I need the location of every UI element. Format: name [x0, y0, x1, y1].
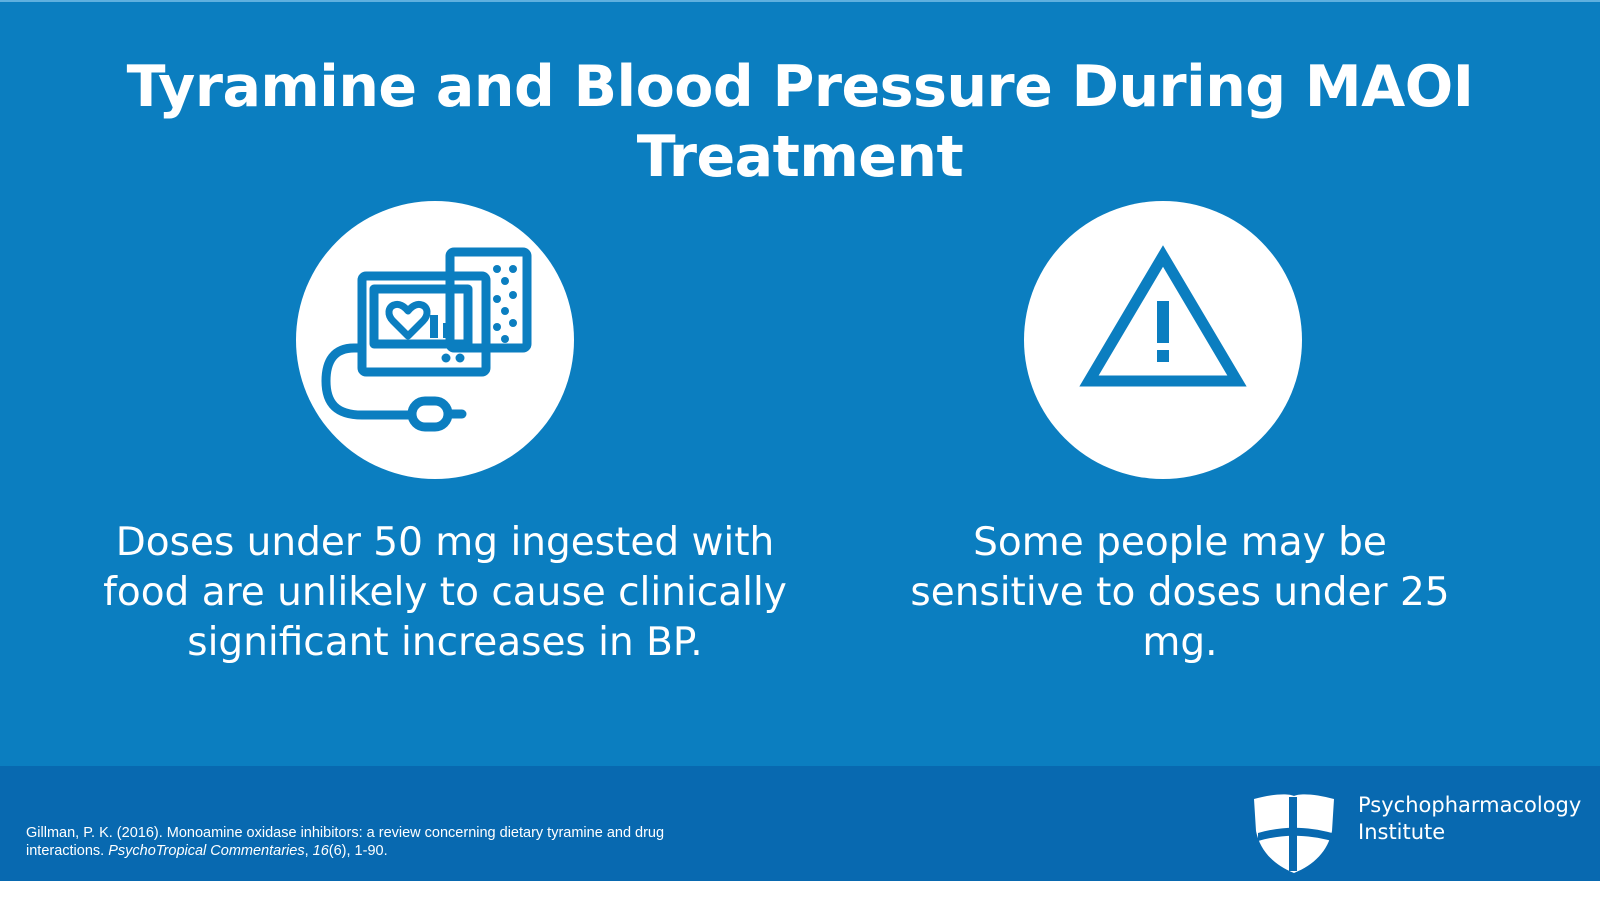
- citation-separator: ,: [304, 843, 313, 859]
- left-caption: Doses under 50 mg ingested with food are…: [103, 520, 787, 665]
- citation: Gillman, P. K. (2016). Monoamine oxidase…: [26, 824, 746, 860]
- blood-pressure-monitor-badge: [296, 201, 574, 479]
- slide-title: Tyramine and Blood Pressure During MAOI …: [126, 54, 1474, 190]
- shield-cross-icon: [1254, 794, 1334, 873]
- top-divider: [0, 0, 1600, 2]
- citation-authors-title: Gillman, P. K. (2016). Monoamine oxidase…: [26, 825, 665, 859]
- brand-name: Psychopharmacology Institute: [1358, 792, 1581, 846]
- bottom-border: [0, 881, 1600, 899]
- blood-pressure-monitor-icon: [321, 247, 532, 432]
- brand-line-2: Institute: [1358, 820, 1446, 844]
- citation-pages: (6), 1-90.: [328, 843, 388, 859]
- citation-volume: 16: [312, 843, 329, 859]
- warning-badge: [1024, 201, 1302, 479]
- citation-journal: PsychoTropical Commentaries: [108, 843, 305, 859]
- brand-line-1: Psychopharmacology: [1358, 793, 1582, 817]
- footer: Gillman, P. K. (2016). Monoamine oxidase…: [0, 766, 1600, 881]
- right-caption: Some people may be sensitive to doses un…: [910, 520, 1450, 665]
- warning-icon: [1079, 245, 1247, 387]
